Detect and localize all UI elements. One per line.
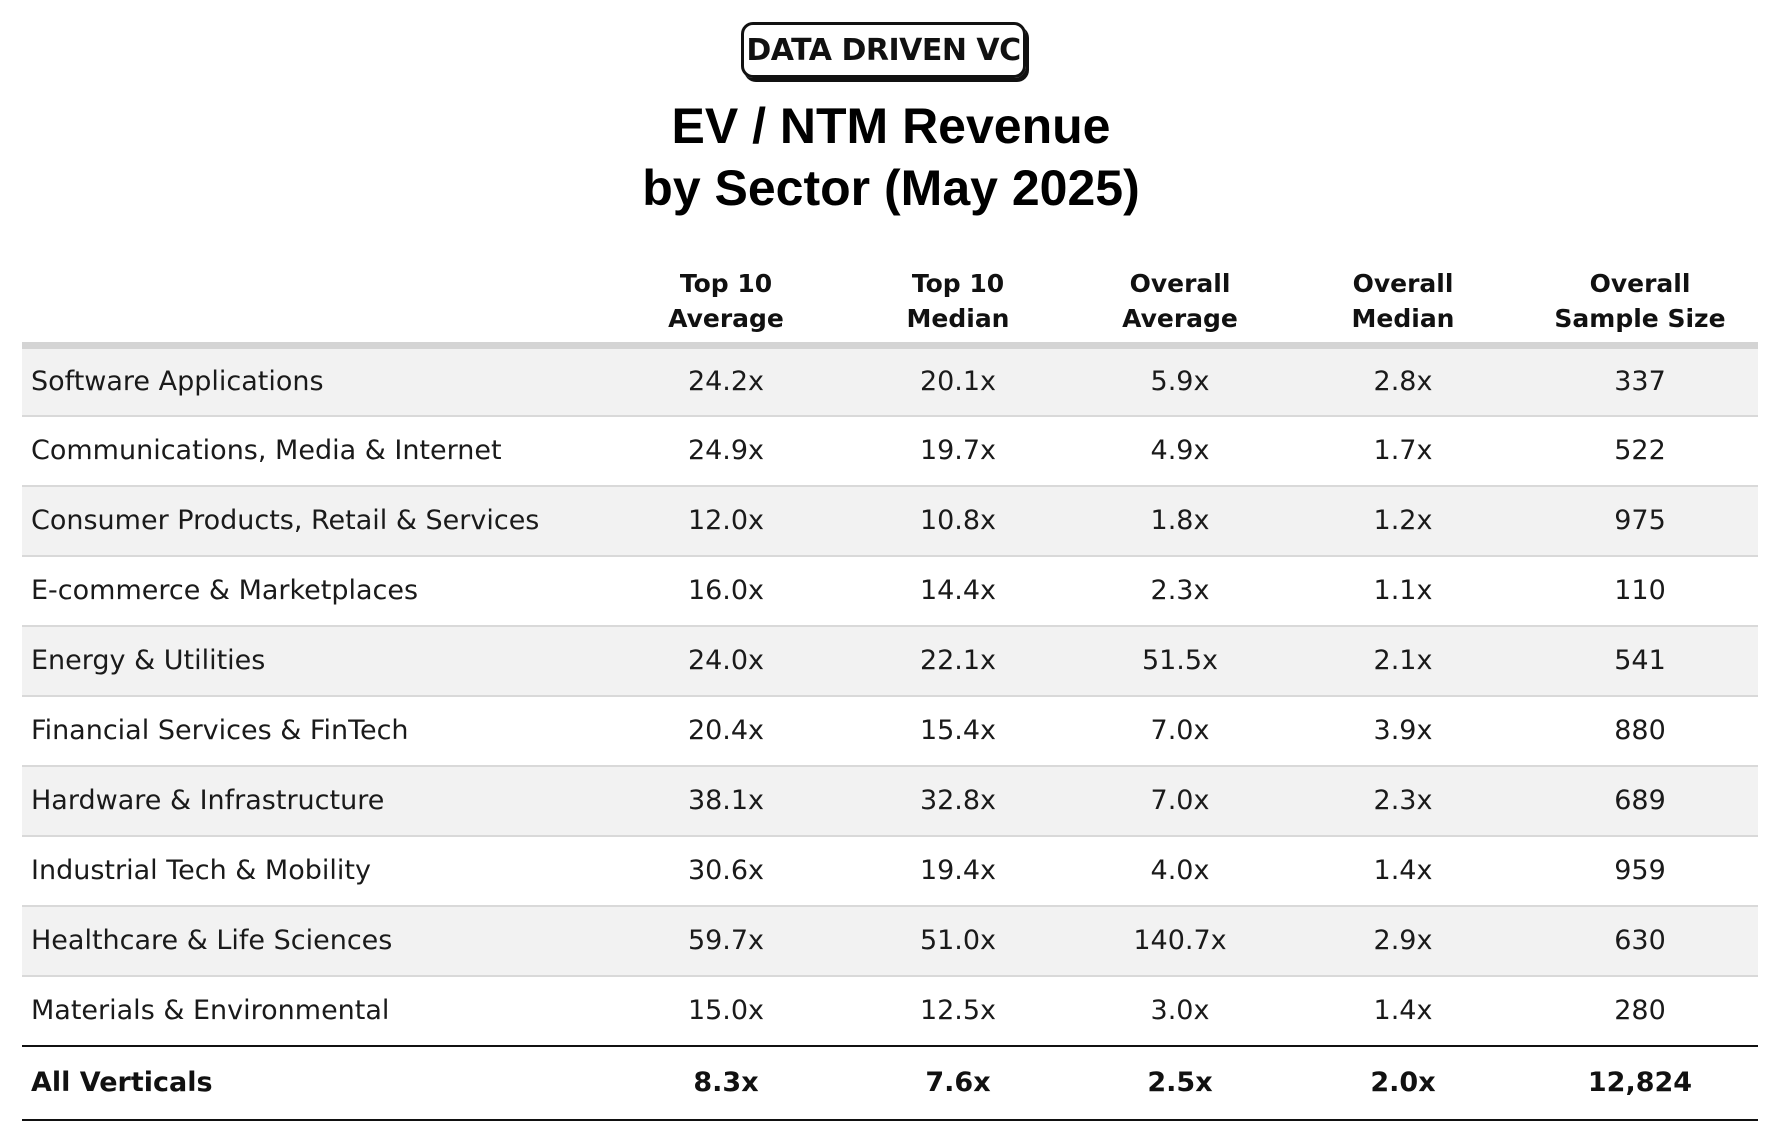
top10-median-cell: 19.4x (840, 835, 1076, 907)
top10-average-cell: 30.6x (612, 835, 840, 907)
table-row: Materials & Environmental 15.0x 12.5x 3.0x 1… (22, 975, 1758, 1047)
top10-median-cell: 19.7x (840, 415, 1076, 487)
sector-cell: Materials & Environmental (22, 975, 612, 1047)
sector-cell: Healthcare & Life Sciences (22, 905, 612, 977)
sample-size-cell: 522 (1522, 415, 1758, 487)
top10-average-cell: 38.1x (612, 765, 840, 837)
top10-average-cell: 12.0x (612, 485, 840, 557)
table-row: Hardware & Infrastructure 38.1x 32.8x 7.0x 2… (22, 765, 1758, 837)
total-overall-median-cell: 2.0x (1284, 1045, 1522, 1121)
table-row: Industrial Tech & Mobility 30.6x 19.4x 4.0x… (22, 835, 1758, 907)
total-top10-average-cell: 8.3x (612, 1045, 840, 1121)
sector-cell: Hardware & Infrastructure (22, 765, 612, 837)
overall-median-cell: 1.4x (1284, 975, 1522, 1047)
overall-median-cell: 2.1x (1284, 625, 1522, 697)
top10-median-header: Top 10 Median (840, 254, 1076, 349)
top10-median-cell: 20.1x (840, 345, 1076, 417)
sector-cell: Industrial Tech & Mobility (22, 835, 612, 907)
sample-size-cell: 689 (1522, 765, 1758, 837)
chart-title-line-1: EV / NTM Revenue (671, 98, 1111, 154)
top10-average-cell: 59.7x (612, 905, 840, 977)
sample-size-cell: 975 (1522, 485, 1758, 557)
table-row: E-commerce & Marketplaces 16.0x 14.4x 2.3x 1… (22, 555, 1758, 627)
overall-average-cell: 7.0x (1076, 695, 1284, 767)
top10-average-cell: 24.9x (612, 415, 840, 487)
table-row: Communications, Media & Internet 24.9x 19.… (22, 415, 1758, 487)
sample-size-cell: 110 (1522, 555, 1758, 627)
top10-average-cell: 20.4x (612, 695, 840, 767)
top10-median-cell: 15.4x (840, 695, 1076, 767)
sector-column-header (22, 254, 612, 349)
chart-title-line-2: by Sector (May 2025) (642, 160, 1140, 216)
top10-median-cell: 12.5x (840, 975, 1076, 1047)
table-footer: All Verticals 8.3x 7.6x 2.5x 2.0x 12,824 (22, 1045, 1758, 1121)
overall-median-cell: 2.8x (1284, 345, 1522, 417)
overall-average-cell: 5.9x (1076, 345, 1284, 417)
top10-average-cell: 24.2x (612, 345, 840, 417)
sample-size-cell: 541 (1522, 625, 1758, 697)
total-sector-cell: All Verticals (22, 1045, 612, 1121)
valuation-table: Top 10 Average Top 10 Median Overall Avera… (22, 254, 1758, 1121)
top10-median-cell: 22.1x (840, 625, 1076, 697)
overall-average-cell: 1.8x (1076, 485, 1284, 557)
total-row: All Verticals 8.3x 7.6x 2.5x 2.0x 12,824 (22, 1045, 1758, 1121)
overall-average-cell: 4.0x (1076, 835, 1284, 907)
sector-cell: Communications, Media & Internet (22, 415, 612, 487)
top10-median-cell: 14.4x (840, 555, 1076, 627)
data-driven-vc-logo: DATA DRIVEN VC (741, 22, 1026, 78)
overall-average-cell: 4.9x (1076, 415, 1284, 487)
table-row: Consumer Products, Retail & Services 12.0… (22, 485, 1758, 557)
table-row: Energy & Utilities 24.0x 22.1x 51.5x 2.1x 541 (22, 625, 1758, 697)
overall-median-cell: 2.3x (1284, 765, 1522, 837)
overall-median-header: Overall Median (1284, 254, 1522, 349)
sample-size-cell: 337 (1522, 345, 1758, 417)
top10-average-cell: 16.0x (612, 555, 840, 627)
table-row: Financial Services & FinTech 20.4x 15.4x 7.… (22, 695, 1758, 767)
sector-cell: Software Applications (22, 345, 612, 417)
overall-median-cell: 3.9x (1284, 695, 1522, 767)
overall-average-cell: 140.7x (1076, 905, 1284, 977)
overall-median-cell: 1.1x (1284, 555, 1522, 627)
overall-average-cell: 2.3x (1076, 555, 1284, 627)
sector-cell: E-commerce & Marketplaces (22, 555, 612, 627)
total-sample-size-cell: 12,824 (1522, 1045, 1758, 1121)
overall-median-cell: 1.4x (1284, 835, 1522, 907)
top10-median-cell: 10.8x (840, 485, 1076, 557)
table-row: Healthcare & Life Sciences 59.7x 51.0x 140.… (22, 905, 1758, 977)
overall-average-cell: 7.0x (1076, 765, 1284, 837)
table-header: Top 10 Average Top 10 Median Overall Avera… (22, 254, 1758, 349)
top10-average-cell: 24.0x (612, 625, 840, 697)
top10-average-cell: 15.0x (612, 975, 840, 1047)
sample-size-cell: 880 (1522, 695, 1758, 767)
table-body: Software Applications 24.2x 20.1x 5.9x 2.8x 3… (22, 345, 1758, 1047)
top10-average-header: Top 10 Average (612, 254, 840, 349)
sector-cell: Financial Services & FinTech (22, 695, 612, 767)
top10-median-cell: 32.8x (840, 765, 1076, 837)
total-top10-median-cell: 7.6x (840, 1045, 1076, 1121)
sample-size-cell: 280 (1522, 975, 1758, 1047)
sample-size-cell: 630 (1522, 905, 1758, 977)
table-row: Software Applications 24.2x 20.1x 5.9x 2.8x 3… (22, 345, 1758, 417)
overall-average-header: Overall Average (1076, 254, 1284, 349)
sector-cell: Consumer Products, Retail & Services (22, 485, 612, 557)
overall-average-cell: 3.0x (1076, 975, 1284, 1047)
overall-median-cell: 1.7x (1284, 415, 1522, 487)
overall-median-cell: 2.9x (1284, 905, 1522, 977)
header-row: Top 10 Average Top 10 Median Overall Avera… (22, 254, 1758, 349)
sample-size-header: Overall Sample Size (1522, 254, 1758, 349)
chart-title: EV / NTM Revenue by Sector (May 2025) (0, 95, 1782, 219)
top10-median-cell: 51.0x (840, 905, 1076, 977)
total-overall-average-cell: 2.5x (1076, 1045, 1284, 1121)
overall-average-cell: 51.5x (1076, 625, 1284, 697)
sample-size-cell: 959 (1522, 835, 1758, 907)
sector-cell: Energy & Utilities (22, 625, 612, 697)
overall-median-cell: 1.2x (1284, 485, 1522, 557)
